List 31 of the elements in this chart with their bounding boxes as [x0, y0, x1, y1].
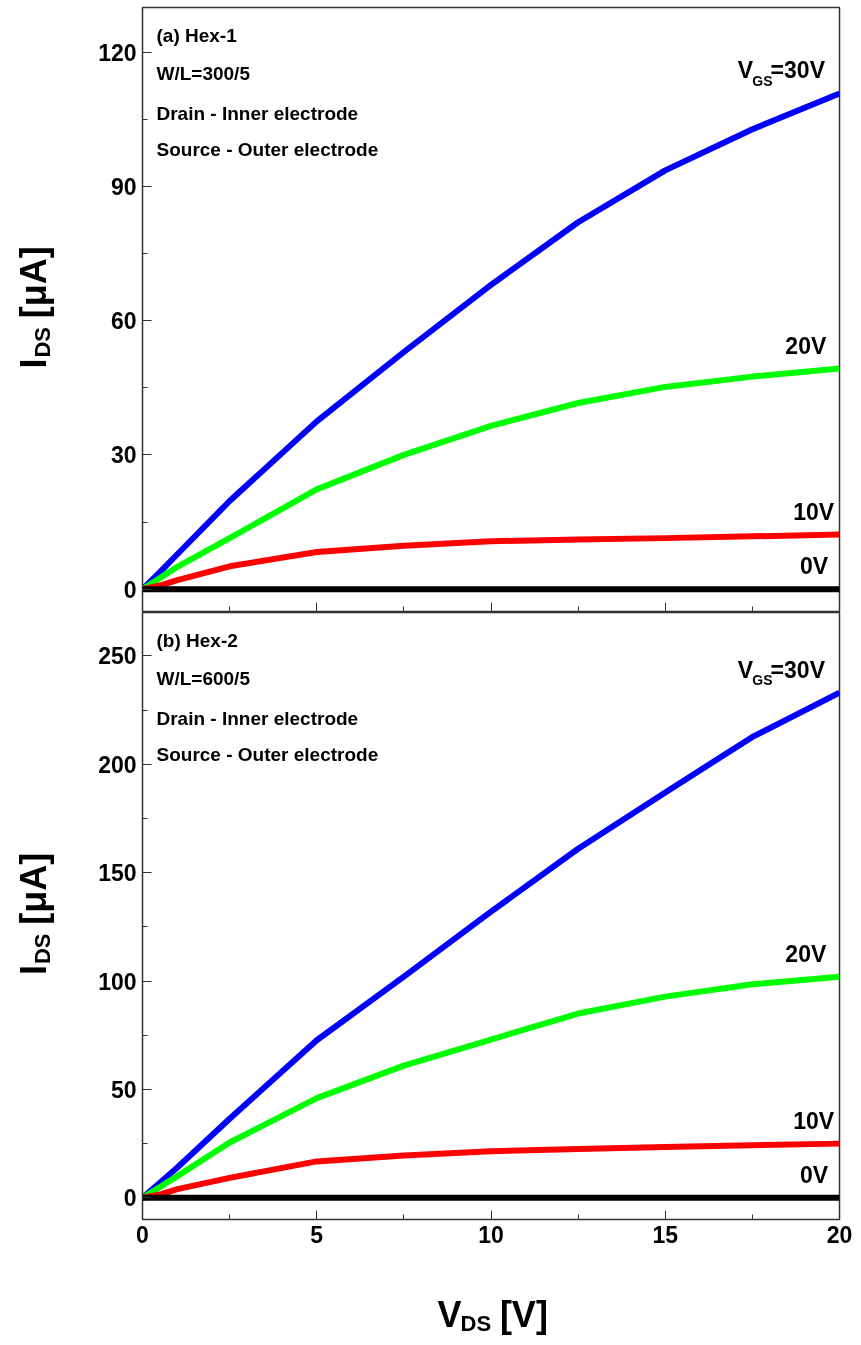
x-tick-label: 10 [478, 1221, 504, 1248]
annotation: W/L=600/5 [156, 668, 251, 689]
series-label: 0V [800, 1161, 829, 1188]
annotation: Source - Outer electrode [156, 139, 379, 160]
y-axis-title: IDS [μA] [13, 246, 55, 369]
y-tick-label: 60 [110, 308, 137, 335]
y-tick-label: 100 [98, 968, 137, 995]
y-tick-label: 50 [110, 1076, 137, 1103]
annotation: Drain - Inner electrode [156, 708, 359, 729]
annotation: Drain - Inner electrode [156, 103, 359, 124]
x-tick-label: 15 [652, 1221, 679, 1248]
series-label: 10V [793, 1107, 835, 1134]
y-tick-label: 90 [110, 173, 137, 200]
y-tick-label: 200 [98, 751, 137, 778]
y-tick-label: 120 [98, 39, 137, 66]
y-tick-label: 150 [98, 860, 137, 887]
x-tick-label: 5 [310, 1221, 324, 1248]
y-tick-label: 30 [110, 442, 137, 469]
series-label: 20V [785, 940, 827, 967]
y-axis-title: IDS [μA] [13, 852, 55, 975]
series-label: 0V [800, 553, 829, 580]
series-label: 20V [785, 332, 827, 359]
annotation: (a) Hex-1 [156, 25, 238, 46]
x-tick-label: 20 [826, 1221, 853, 1248]
annotation: (b) Hex-2 [156, 630, 238, 651]
y-tick-label: 250 [98, 643, 137, 670]
y-tick-label: 0 [123, 576, 137, 603]
annotation: W/L=300/5 [156, 63, 251, 84]
annotation: Source - Outer electrode [156, 744, 379, 765]
y-tick-label: 0 [123, 1185, 137, 1212]
series-label: 10V [793, 498, 835, 525]
